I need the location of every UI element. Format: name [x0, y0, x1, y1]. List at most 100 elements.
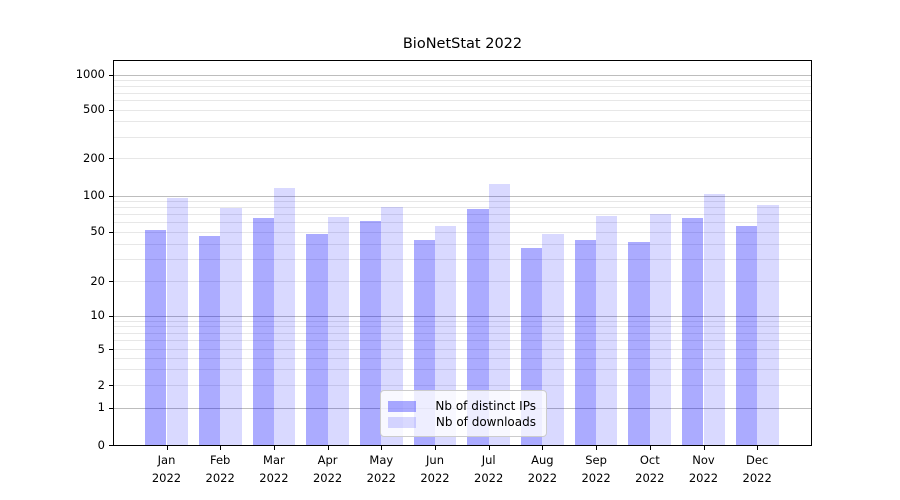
bar-mar-downloads [273, 188, 296, 445]
y-tick [109, 407, 113, 409]
x-tick-label-line: 2022 [635, 470, 665, 485]
gridline-minor [113, 385, 812, 386]
bar-mar-distinct-ips [252, 218, 274, 445]
x-tick [703, 446, 705, 450]
x-tick-label-line: Mar [263, 453, 285, 467]
x-tick-label: Jun 2022 [405, 452, 465, 487]
gridline-minor [113, 320, 812, 322]
x-tick-label-line: 2022 [474, 470, 504, 485]
gridline-minor [113, 214, 812, 216]
x-tick-label-line: Sep [585, 453, 607, 467]
bar-aug-downloads [542, 233, 564, 445]
x-tick-label-line: Jul [481, 453, 496, 467]
gridline-minor [113, 121, 812, 123]
bar-may-distinct-ips [359, 221, 382, 445]
x-tick-label: Oct 2022 [620, 452, 680, 487]
bar-dec-distinct-ips [735, 225, 758, 445]
bar-feb-downloads [220, 207, 242, 445]
y-tick [109, 109, 113, 111]
gridline-major [113, 74, 812, 76]
legend-label-downloads: Nb of downloads [435, 415, 536, 429]
gridline-minor [113, 281, 812, 282]
x-tick-label: Aug 2022 [512, 452, 572, 487]
x-tick-label-line: Oct [639, 453, 660, 467]
gridline-minor [113, 109, 812, 111]
gridline-minor [113, 80, 812, 82]
x-tick-label-line: 2022 [312, 470, 343, 485]
y-tick [109, 74, 113, 76]
bar-jul-distinct-ips [467, 208, 489, 445]
y-tick-label: 1 [97, 400, 105, 415]
gridline-minor [113, 326, 812, 328]
bar-oct-distinct-ips [628, 242, 650, 445]
gridline-minor [113, 92, 812, 94]
x-tick-label: Apr 2022 [298, 452, 358, 487]
gridline-minor [113, 100, 812, 102]
x-tick-label: Sep 2022 [566, 452, 626, 487]
legend-swatch-downloads [388, 416, 416, 428]
bar-nov-downloads [703, 194, 725, 445]
gridline-minor [113, 222, 812, 224]
x-tick-label: Jul 2022 [459, 452, 519, 487]
y-tick-label: 50 [90, 224, 105, 239]
gridline-minor [113, 201, 812, 203]
x-tick-label-line: 2022 [581, 470, 611, 485]
y-tick-label: 100 [83, 188, 105, 203]
gridline-minor [113, 243, 812, 245]
x-tick [649, 446, 651, 450]
y-tick-label: 2 [97, 377, 105, 392]
x-tick [488, 446, 490, 450]
x-tick-label: Nov 2022 [674, 452, 734, 487]
x-tick [220, 446, 222, 450]
x-tick-label: May 2022 [351, 452, 411, 487]
chart-legend: Nb of distinct IPs Nb of downloads [380, 390, 547, 437]
bar-jan-distinct-ips [145, 229, 167, 445]
y-tick [109, 445, 113, 446]
y-tick [109, 315, 113, 317]
x-tick [327, 446, 329, 450]
gridline-minor [113, 332, 812, 334]
x-tick-label-line: 2022 [366, 470, 396, 485]
bar-jan-downloads [166, 197, 188, 445]
gridline-minor [113, 136, 812, 138]
x-tick-label: Jan 2022 [137, 452, 197, 487]
y-tick [109, 231, 113, 233]
y-tick [109, 281, 113, 282]
x-tick [757, 446, 759, 450]
x-tick [542, 446, 544, 450]
chart-title: BioNetStat 2022 [402, 36, 523, 52]
bar-nov-distinct-ips [682, 218, 704, 445]
gridline-minor [113, 369, 812, 371]
x-tick-label-line: Dec [746, 453, 769, 467]
bar-dec-downloads [757, 205, 779, 445]
bar-oct-downloads [649, 214, 672, 445]
y-tick [109, 195, 113, 197]
y-tick-label: 200 [83, 150, 105, 165]
gridline-minor [113, 357, 812, 359]
x-tick [435, 446, 436, 450]
bar-sep-distinct-ips [574, 239, 597, 445]
x-tick-label-line: 2022 [151, 470, 182, 485]
x-tick [273, 446, 275, 450]
x-tick [381, 446, 383, 450]
x-tick-label: Feb 2022 [190, 452, 250, 487]
bar-feb-distinct-ips [198, 236, 221, 445]
x-tick-label: Dec 2022 [727, 452, 787, 487]
legend-swatch-distinct-ips [388, 400, 416, 412]
bar-sep-downloads [596, 215, 618, 445]
gridline-minor [113, 85, 812, 87]
bar-jul-downloads [488, 184, 511, 445]
gridline-minor [113, 158, 812, 159]
gridline-major [113, 315, 812, 317]
legend-item-downloads: Nb of downloads [388, 414, 536, 430]
y-tick-label: 20 [90, 273, 105, 288]
legend-item-distinct-ips: Nb of distinct IPs [388, 398, 536, 414]
legend-label-distinct-ips: Nb of distinct IPs [435, 399, 536, 413]
y-tick [109, 158, 113, 159]
y-tick-label: 500 [83, 102, 105, 117]
gridline-minor [113, 340, 812, 342]
x-tick-label-line: May [369, 453, 394, 467]
x-tick-label-line: 2022 [688, 470, 719, 485]
x-tick-label-line: Jan [157, 453, 176, 467]
